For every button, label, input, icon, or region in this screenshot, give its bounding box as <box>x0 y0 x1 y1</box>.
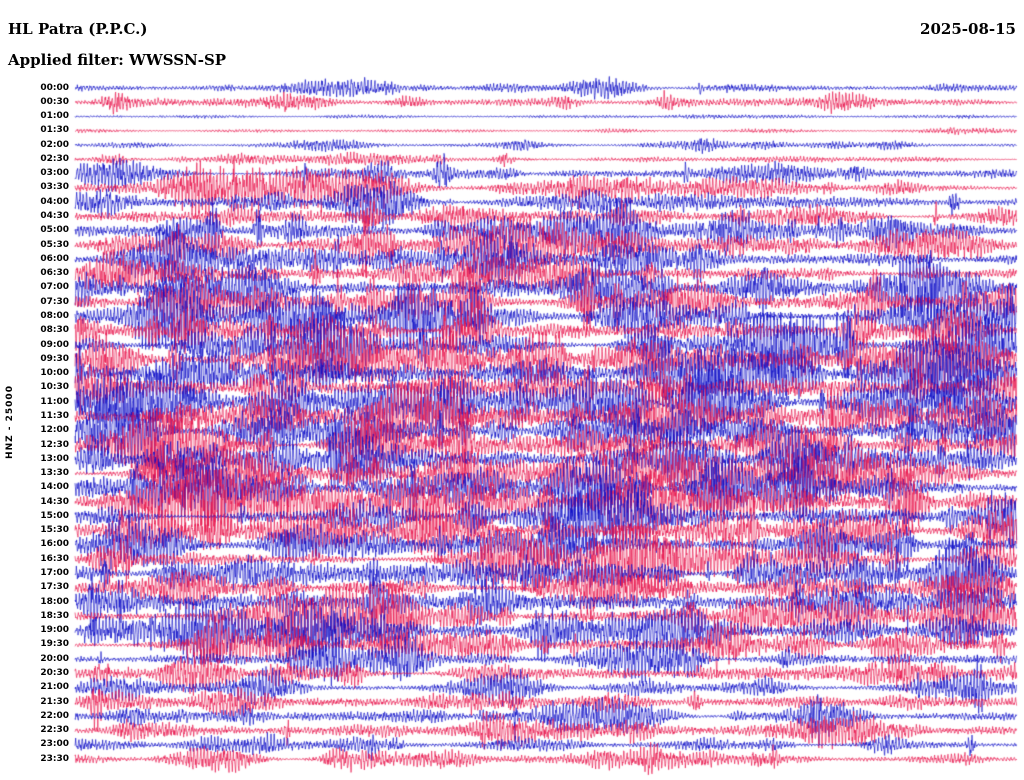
helicorder-page: HL Patra (P.P.C.) 2025-08-15 Applied fil… <box>0 0 1024 780</box>
helicorder-canvas <box>0 0 1024 780</box>
